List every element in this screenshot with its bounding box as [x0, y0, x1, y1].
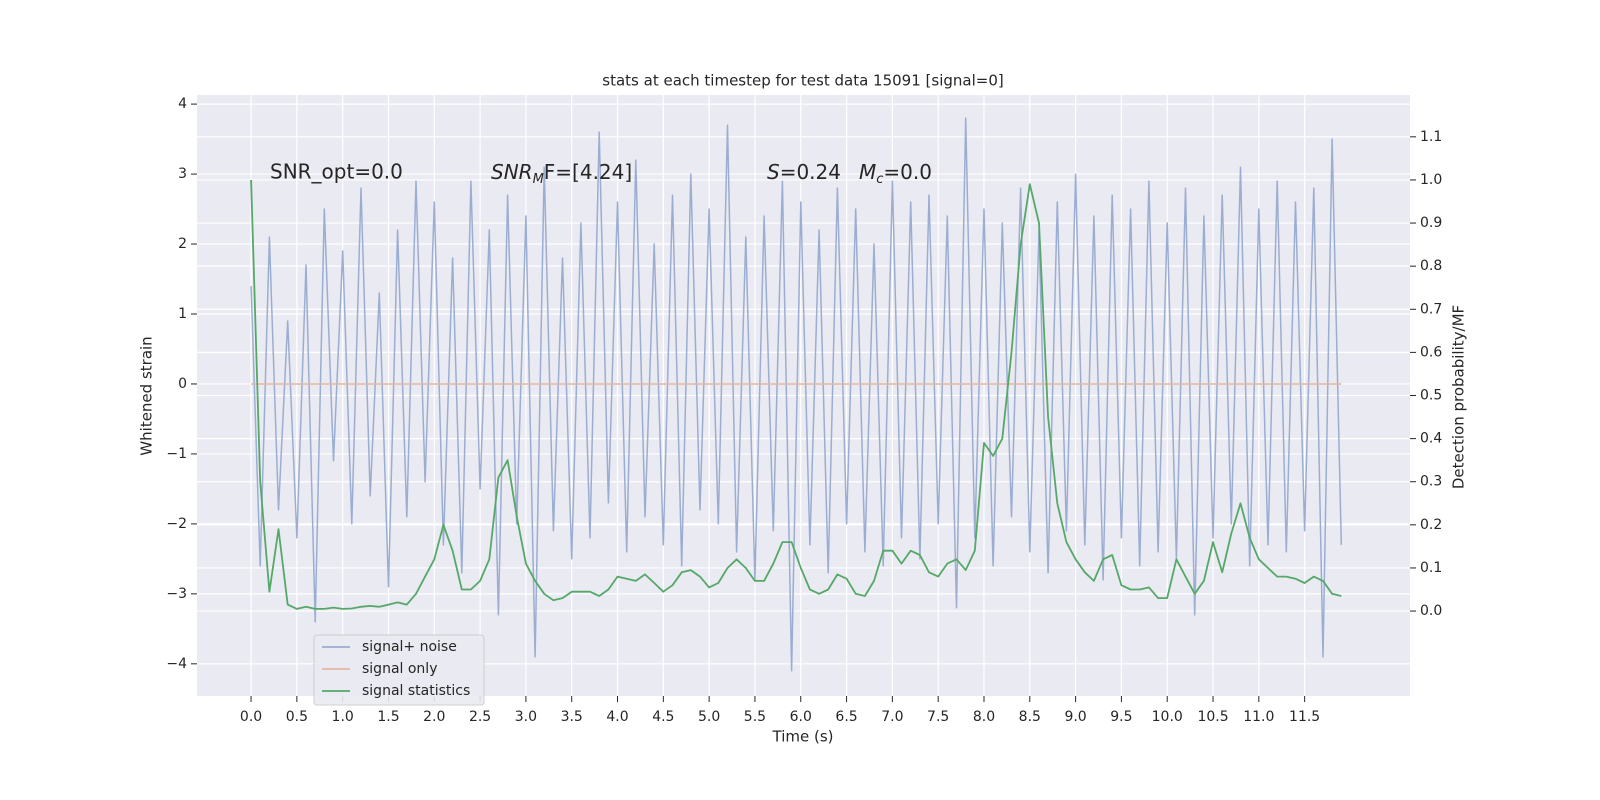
y2-tick-label: 1.1 [1420, 129, 1442, 145]
annotation-part: F=[4.24] [544, 160, 632, 184]
series-line [250, 179, 1342, 610]
y2-tick-label: 1.0 [1420, 172, 1442, 188]
y2-tick-label: 0.3 [1420, 474, 1442, 490]
y-tick-label: −1 [166, 446, 187, 462]
x-tick-label: 1.5 [377, 709, 399, 725]
y-tick-label: 4 [178, 96, 187, 112]
annotation-part: c [876, 172, 883, 187]
y2-tick-label: 0.2 [1420, 517, 1442, 533]
x-tick-label: 10.0 [1152, 709, 1183, 725]
x-tick-label: 3.0 [515, 709, 537, 725]
annotation-part: =0.0 [883, 160, 932, 184]
legend-label: signal+ noise [362, 639, 457, 655]
y2-tick-label: 0.4 [1420, 431, 1442, 447]
y2-axis-label: Detection probability/MF [1450, 305, 1468, 489]
x-tick-label: 4.5 [652, 709, 674, 725]
x-tick-label: 2.0 [423, 709, 445, 725]
y2-tick-label: 0.8 [1420, 258, 1442, 274]
x-tick-label: 0.0 [240, 709, 262, 725]
x-tick-label: 7.0 [881, 709, 903, 725]
y2-tick-label: 0.0 [1420, 603, 1442, 619]
x-tick-label: 11.0 [1243, 709, 1274, 725]
annotation: S=0.24 [767, 160, 841, 184]
ticks: 0.0 0.5 1.0 1.5 2.0 2.5 3.0 3.5 4.0 4.5 5.0 5.5 6.0 6… [166, 96, 1442, 725]
x-tick-label: 3.5 [561, 709, 583, 725]
y-tick-label: 0 [178, 376, 187, 392]
x-tick-label: 5.0 [698, 709, 720, 725]
y2-tick-label: 0.9 [1420, 215, 1442, 231]
x-tick-label: 8.0 [973, 709, 995, 725]
legend: signal+ noise signal only signal statistic… [313, 634, 485, 706]
annotation: Mc=0.0 [859, 160, 932, 187]
annotation: SNR_opt=0.0 [270, 160, 403, 184]
x-tick-label: 0.5 [286, 709, 308, 725]
series-line [250, 117, 1343, 672]
x-tick-label: 1.0 [332, 709, 354, 725]
x-tick-label: 5.5 [744, 709, 766, 725]
y-tick-label: −3 [166, 586, 187, 602]
y2-tick-label: 0.6 [1420, 344, 1442, 360]
x-tick-label: 6.5 [835, 709, 857, 725]
annotation-part: =0.24 [780, 160, 841, 184]
y2-tick-label: 0.7 [1420, 301, 1442, 317]
annotation-part: SNR [491, 160, 533, 184]
annotation-part: M [533, 172, 544, 187]
y-axis-label: Whitened strain [138, 336, 156, 455]
chart-title: stats at each timestep for test data 150… [602, 72, 1003, 90]
annotation: SNRMF=[4.24] [491, 160, 632, 187]
legend-box [313, 634, 485, 706]
y-tick-label: 3 [178, 166, 187, 182]
x-tick-label: 10.5 [1197, 709, 1228, 725]
marks [250, 117, 1343, 672]
x-tick-label: 8.5 [1019, 709, 1041, 725]
y-tick-label: −4 [166, 656, 187, 672]
y-tick-label: 2 [178, 236, 187, 252]
x-tick-label: 9.5 [1110, 709, 1132, 725]
x-tick-label: 7.5 [927, 709, 949, 725]
x-tick-label: 2.5 [469, 709, 491, 725]
x-axis-label: Time (s) [772, 728, 834, 746]
annotation-part: S [767, 160, 780, 184]
y-tick-label: 1 [178, 306, 187, 322]
x-tick-label: 6.0 [790, 709, 812, 725]
x-tick-label: 9.0 [1064, 709, 1086, 725]
x-tick-label: 4.0 [606, 709, 628, 725]
legend-label: signal only [362, 661, 437, 677]
y2-tick-label: 0.1 [1420, 560, 1442, 576]
y-tick-label: −2 [166, 516, 187, 532]
x-tick-label: 11.5 [1289, 709, 1320, 725]
y2-tick-label: 0.5 [1420, 388, 1442, 404]
annotation-part: M [859, 160, 876, 184]
legend-label: signal statistics [362, 683, 470, 699]
